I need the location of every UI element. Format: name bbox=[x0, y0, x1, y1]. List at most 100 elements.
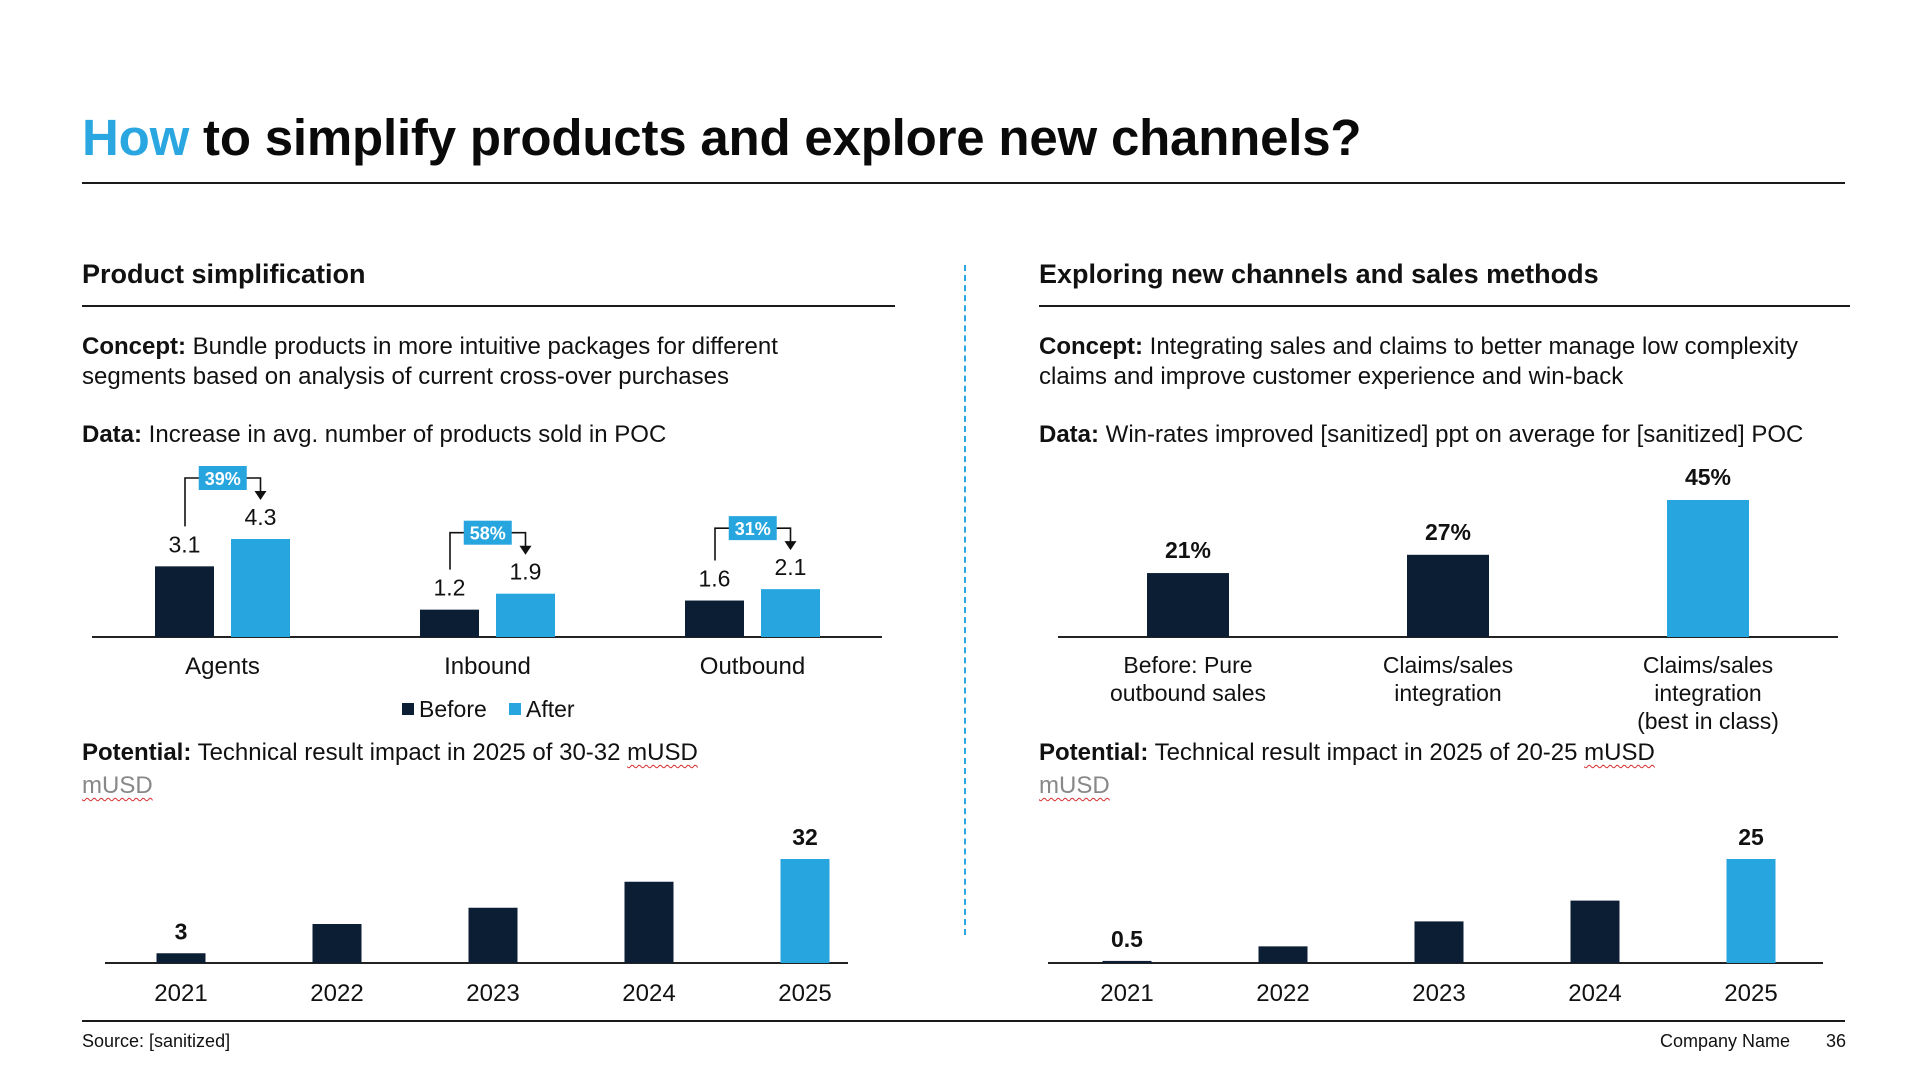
x-tick-label: 2022 bbox=[1256, 980, 1309, 1007]
x-tick-label: 2025 bbox=[1724, 980, 1777, 1007]
right-concept-text: Integrating sales and claims to better m… bbox=[1039, 333, 1798, 390]
left-data: Data: Increase in avg. number of product… bbox=[82, 420, 882, 450]
x-tick-label: 2021 bbox=[1100, 980, 1153, 1007]
right-heading: Exploring new channels and sales methods bbox=[1039, 259, 1599, 289]
bar-before bbox=[420, 609, 479, 637]
bar bbox=[1258, 946, 1308, 963]
data-label: 0.5 bbox=[1111, 926, 1143, 952]
x-tick-label: Claims/sales bbox=[1383, 652, 1513, 678]
x-tick-label: integration bbox=[1654, 680, 1761, 706]
right-data: Data: Win-rates improved [sanitized] ppt… bbox=[1039, 420, 1803, 450]
data-label-after: 4.3 bbox=[245, 504, 277, 530]
data-label: 27% bbox=[1425, 519, 1471, 545]
legend-swatch-after bbox=[509, 703, 521, 715]
bar bbox=[1407, 554, 1489, 637]
bar bbox=[468, 907, 518, 963]
left-data-text: Increase in avg. number of products sold… bbox=[142, 421, 667, 448]
data-label-after: 2.1 bbox=[775, 554, 807, 580]
growth-label: 39% bbox=[205, 469, 241, 489]
bar-after bbox=[496, 593, 555, 637]
bar bbox=[1414, 921, 1464, 963]
x-tick-label: 2025 bbox=[778, 980, 831, 1007]
bar bbox=[780, 859, 830, 963]
bar bbox=[1102, 960, 1152, 963]
left-heading-rule bbox=[82, 305, 895, 307]
data-label: 25 bbox=[1738, 824, 1764, 850]
x-tick-label: Before: Pure bbox=[1123, 652, 1252, 678]
section-divider bbox=[964, 265, 966, 935]
bar bbox=[1147, 573, 1229, 637]
growth-box bbox=[198, 466, 247, 490]
right-concept: Concept: Integrating sales and claims to… bbox=[1039, 332, 1829, 392]
bar bbox=[1570, 900, 1620, 963]
left-potential-text: Technical result impact in 2025 of 30-32 bbox=[191, 739, 628, 766]
growth-arrow bbox=[784, 541, 797, 551]
left-concept-label: Concept: bbox=[82, 333, 186, 360]
right-unit-label: mUSD bbox=[1039, 772, 1110, 799]
chart-products-sold: 3.1 4.3 Agents 39% 1.2 1.9 Inbound 58% 1.6 2.1 Out… bbox=[92, 466, 882, 722]
right-potential-label: Potential: bbox=[1039, 739, 1149, 766]
x-tick-label: Outbound bbox=[700, 653, 805, 680]
bar bbox=[1726, 859, 1776, 963]
page-title: How to simplify products and explore new… bbox=[82, 108, 1362, 167]
left-data-label: Data: bbox=[82, 421, 143, 448]
x-tick-label: 2023 bbox=[466, 980, 519, 1007]
data-label-before: 1.6 bbox=[699, 566, 731, 592]
data-label: 32 bbox=[792, 824, 818, 850]
bar bbox=[156, 953, 206, 963]
footer-rule bbox=[82, 1020, 1845, 1022]
right-concept-label: Concept: bbox=[1039, 333, 1143, 360]
x-tick-label: integration bbox=[1394, 680, 1501, 706]
x-tick-label: Inbound bbox=[444, 653, 531, 680]
x-tick-label: (best in class) bbox=[1637, 708, 1779, 734]
legend-swatch-before bbox=[402, 703, 414, 715]
data-label: 21% bbox=[1165, 537, 1211, 563]
bar-before bbox=[685, 600, 744, 637]
title-accent: How bbox=[82, 109, 190, 166]
x-tick-label: Agents bbox=[185, 653, 260, 680]
x-tick-label: 2021 bbox=[154, 980, 207, 1007]
left-unit-label: mUSD bbox=[82, 772, 153, 799]
bar-after bbox=[231, 539, 290, 637]
right-data-text: Win-rates improved [sanitized] ppt on av… bbox=[1099, 421, 1804, 448]
bar-before bbox=[155, 566, 214, 637]
growth-arrow bbox=[519, 545, 532, 555]
bar bbox=[624, 881, 674, 963]
right-potential-unit: mUSD bbox=[1584, 739, 1655, 766]
growth-label: 58% bbox=[470, 524, 506, 544]
x-tick-label: 2024 bbox=[622, 980, 675, 1007]
data-label-before: 1.2 bbox=[434, 575, 466, 601]
x-tick-label: 2022 bbox=[310, 980, 363, 1007]
left-potential-unit: mUSD bbox=[627, 739, 698, 766]
growth-box bbox=[463, 520, 512, 545]
left-potential: Potential: Technical result impact in 20… bbox=[82, 738, 698, 768]
growth-box bbox=[728, 516, 777, 541]
left-concept-text: Bundle products in more intuitive packag… bbox=[82, 333, 778, 390]
right-potential-text: Technical result impact in 2025 of 20-25 bbox=[1148, 739, 1585, 766]
right-heading-rule bbox=[1039, 305, 1850, 307]
bar bbox=[312, 924, 362, 963]
left-potential-label: Potential: bbox=[82, 739, 192, 766]
growth-arrow bbox=[254, 491, 267, 500]
title-rest: to simplify products and explore new cha… bbox=[189, 109, 1362, 166]
data-label-after: 1.9 bbox=[510, 559, 542, 585]
right-potential: Potential: Technical result impact in 20… bbox=[1039, 738, 1655, 768]
data-label: 45% bbox=[1685, 464, 1731, 490]
data-label: 3 bbox=[175, 918, 188, 944]
growth-label: 31% bbox=[735, 519, 771, 539]
chart-right-potential: 0.5 2021 2022 2023 2024 25 2025 bbox=[1048, 824, 1823, 1007]
footer-company: Company Name bbox=[1660, 1031, 1791, 1051]
bar-after bbox=[761, 589, 820, 637]
footer-source: Source: [sanitized] bbox=[82, 1031, 231, 1051]
left-concept: Concept: Bundle products in more intuiti… bbox=[82, 332, 822, 392]
legend-label-before: Before bbox=[419, 696, 487, 722]
data-label-before: 3.1 bbox=[169, 531, 201, 557]
title-rule bbox=[82, 182, 1845, 184]
x-tick-label: 2024 bbox=[1568, 980, 1621, 1007]
right-data-label: Data: bbox=[1039, 421, 1100, 448]
x-tick-label: 2023 bbox=[1412, 980, 1465, 1007]
x-tick-label: outbound sales bbox=[1110, 680, 1266, 706]
legend-label-after: After bbox=[526, 696, 575, 722]
x-tick-label: Claims/sales bbox=[1643, 652, 1773, 678]
